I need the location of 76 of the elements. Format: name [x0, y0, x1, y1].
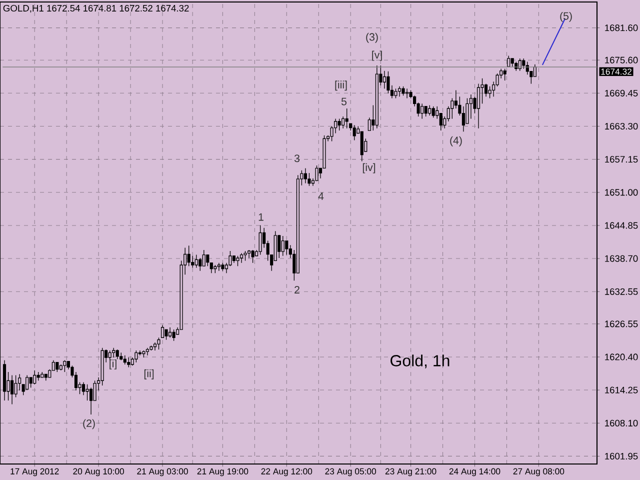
candlestick [232, 256, 236, 264]
chart-title: GOLD,H1 1672.54 1674.81 1672.52 1674.32 [3, 4, 189, 13]
candlestick [420, 103, 424, 120]
y-tick-label: 1669.45 [605, 90, 638, 96]
candlestick [281, 236, 284, 256]
candlestick [398, 86, 402, 97]
annotation: 3 [294, 154, 300, 162]
y-tick-label: 1644.85 [605, 222, 638, 229]
x-tick-label: 23 Aug 05:00 [325, 468, 376, 476]
candlestick [405, 88, 409, 99]
y-tick-label: 1663.30 [605, 122, 638, 130]
candlestick [342, 116, 345, 129]
candlestick [153, 342, 157, 351]
candlestick [345, 108, 348, 129]
candlestick [240, 252, 244, 264]
candlestick [484, 83, 488, 97]
annotation: (4) [450, 136, 462, 146]
annotation: [i] [110, 359, 116, 370]
y-tick-label: 1681.60 [605, 24, 638, 32]
annotation: [v] [372, 50, 382, 61]
x-tick-label: 17 Aug 2012 [10, 468, 59, 476]
annotation: 4 [318, 192, 324, 200]
y-tick-label: 1620.40 [605, 354, 638, 360]
annotation: 2 [294, 286, 300, 294]
annotation: (2) [83, 419, 95, 430]
candlestick [146, 347, 150, 356]
candlestick [82, 382, 86, 396]
candlestick [191, 256, 194, 268]
candlestick [59, 364, 62, 371]
x-tick-label: 23 Aug 21:00 [385, 468, 436, 476]
y-tick-label: 1601.95 [605, 452, 638, 460]
y-tick-label: 1626.55 [605, 320, 638, 328]
ref-line-label: 1674.32 [601, 68, 632, 75]
y-tick-label: 1632.55 [605, 288, 638, 295]
candlestick [450, 98, 454, 120]
y-tick-label: 1657.15 [605, 156, 638, 163]
candlestick [160, 324, 164, 338]
y-tick-label: 1614.25 [605, 386, 638, 394]
y-tick-label: 1638.70 [605, 255, 638, 262]
candlestick [382, 70, 386, 89]
annotation: (5) [560, 12, 572, 22]
candlestick [14, 374, 18, 398]
candlestick [187, 245, 190, 266]
candlestick [138, 350, 142, 356]
y-tick-label: 1608.10 [605, 420, 638, 426]
candlestick [217, 262, 220, 272]
candlestick [168, 327, 172, 338]
annotation: [ii] [144, 369, 154, 380]
candlestick [10, 374, 14, 405]
candlestick [2, 360, 6, 401]
annotation: 5 [341, 98, 347, 106]
y-tick-label: 1675.60 [605, 56, 638, 64]
annotation: [iii] [335, 80, 347, 91]
candlestick [296, 174, 300, 274]
candlestick [375, 65, 378, 129]
candlestick [334, 118, 338, 134]
candlestick [476, 83, 480, 129]
annotation: (3) [366, 32, 378, 43]
x-tick-label: 21 Aug 19:00 [197, 468, 248, 476]
candlestick [89, 387, 93, 415]
candlestick [304, 168, 307, 184]
candlestick [258, 224, 262, 256]
candlestick [18, 374, 22, 391]
x-tick-label: 21 Aug 03:00 [137, 468, 188, 476]
x-tick-label: 20 Aug 10:00 [73, 468, 124, 476]
y-tick-label: 1651.00 [605, 189, 638, 196]
candlestick [86, 384, 89, 401]
annotation: Gold, 1h [390, 354, 450, 368]
x-tick-label: 27 Aug 08:00 [513, 468, 564, 476]
x-tick-label: 22 Aug 12:00 [261, 468, 312, 476]
candlestick [247, 250, 251, 258]
candlestick [462, 106, 465, 132]
annotation: [iv] [362, 163, 376, 174]
x-tick-label: 24 Aug 14:00 [449, 468, 500, 476]
annotation: 1 [258, 213, 264, 221]
candlestick [533, 64, 536, 77]
